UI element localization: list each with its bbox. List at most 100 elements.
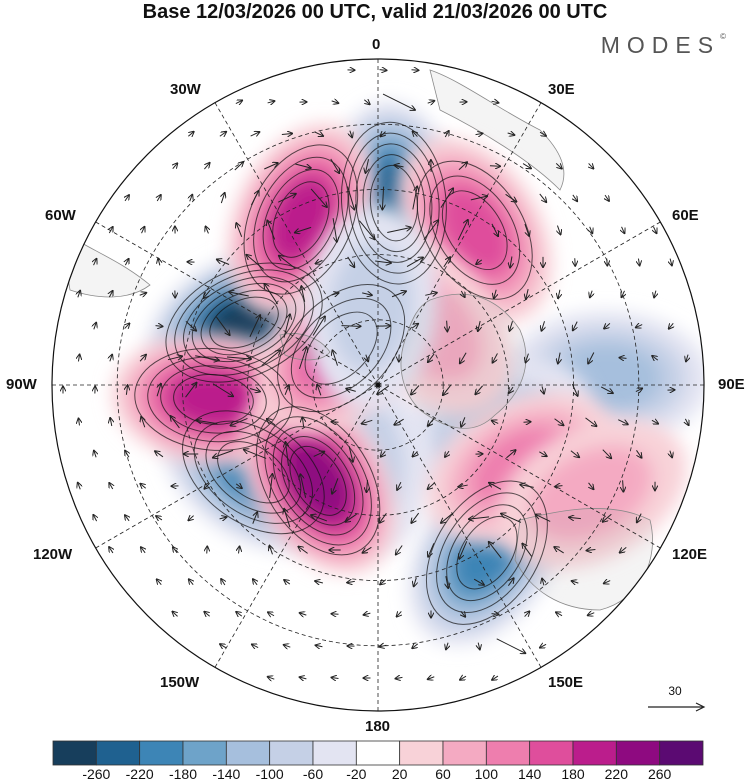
wind-arrow [447,320,448,332]
wind-arrow [332,614,339,615]
wind-arrow [157,579,162,584]
wind-arrow [283,314,290,338]
wind-arrow [347,186,355,209]
wind-arrow [411,512,420,523]
wind-arrow [602,449,611,459]
wind-arrow [491,223,498,236]
wind-arrow [93,515,96,522]
wind-arrow [317,385,321,396]
colorbar [52,740,704,766]
wind-arrow [425,293,436,296]
wind-arrow [539,193,546,202]
wind-arrow [252,644,259,647]
wind-arrow [94,259,97,266]
wind-arrow [78,355,79,362]
wind-arrow [380,645,387,647]
contour-ring [205,430,302,514]
wind-arrow [221,579,225,586]
wind-arrow [332,218,337,242]
wind-arrow [314,132,323,136]
colorbar-swatch [95,740,141,766]
wind-arrow [332,350,338,366]
wind-arrow [541,321,544,330]
wind-arrow [380,580,387,585]
wind-arrow [244,450,267,459]
wind-arrow [412,187,417,210]
contour-ring [183,276,306,369]
wind-arrow [604,581,611,584]
lon-label-150w: 150W [160,674,200,691]
wind-arrow [330,158,339,173]
wind-arrow [507,133,515,135]
wind-arrow [212,383,233,397]
wind-arrow [284,509,291,528]
wind-arrow [470,196,487,201]
wind-arrow [686,354,688,362]
wind-arrow [316,260,323,263]
wind-arrow [185,320,196,330]
colorbar-tick-label: 260 [647,766,672,782]
wind-arrow [411,385,420,394]
wind-arrow [413,451,418,456]
wind-arrow [250,191,258,206]
wind-arrow [281,134,292,135]
wind-arrow [264,284,278,305]
contour-ring [193,420,314,524]
lon-label-180: 180 [365,718,391,735]
wind-arrow [475,385,483,395]
wind-arrow [109,483,112,490]
wind-arrow [204,289,211,298]
wind-arrow [366,354,368,362]
contour-ring [264,416,372,546]
wind-arrow [300,474,307,498]
wind-arrow [412,644,419,648]
contour-ring [174,269,314,376]
wind-arrow [140,484,145,489]
brand-logo: MODES© [601,32,726,59]
wind-arrow [525,611,530,616]
lon-label-30e: 30E [548,81,575,98]
wind-arrow [397,611,402,616]
wind-vectors [63,70,689,680]
wind-arrow [406,257,423,267]
wind-arrow [620,358,627,359]
wind-arrow [382,93,415,110]
wind-arrow [590,290,592,298]
wind-arrow [278,194,296,203]
pole-marker [375,382,381,388]
contour-ring [200,289,288,356]
wind-arrow [366,479,367,492]
wind-arrow [669,323,673,328]
contour-ring [277,284,406,413]
wind-arrow [396,545,403,555]
wind-arrow [173,163,178,168]
wind-arrow [110,355,112,362]
wind-arrow [458,485,468,487]
wind-arrow [461,290,464,297]
wind-arrow [359,220,374,240]
wind-arrow [109,227,112,234]
wind-arrow [125,323,130,328]
wind-arrow [478,642,480,650]
wind-arrow [213,449,234,457]
wind-arrow [573,194,577,201]
wind-arrow [234,162,243,171]
lat-circle [247,254,509,516]
wind-arrow [558,352,560,364]
wind-arrow [556,612,563,615]
wind-arrow [473,578,484,585]
wind-arrow [460,676,467,680]
colorbar-swatch [529,740,574,766]
wind-arrow [301,286,304,302]
meridian [377,102,542,386]
wind-arrow [570,450,579,457]
wind-arrow [428,677,435,680]
colorbar-swatch [442,740,487,766]
colorbar-swatch [312,740,357,766]
wind-arrow [346,389,356,392]
colorbar-tick-label: 140 [517,766,542,782]
wind-arrow [635,388,642,391]
wind-arrow [651,420,658,423]
colorbar-swatch [615,740,661,766]
